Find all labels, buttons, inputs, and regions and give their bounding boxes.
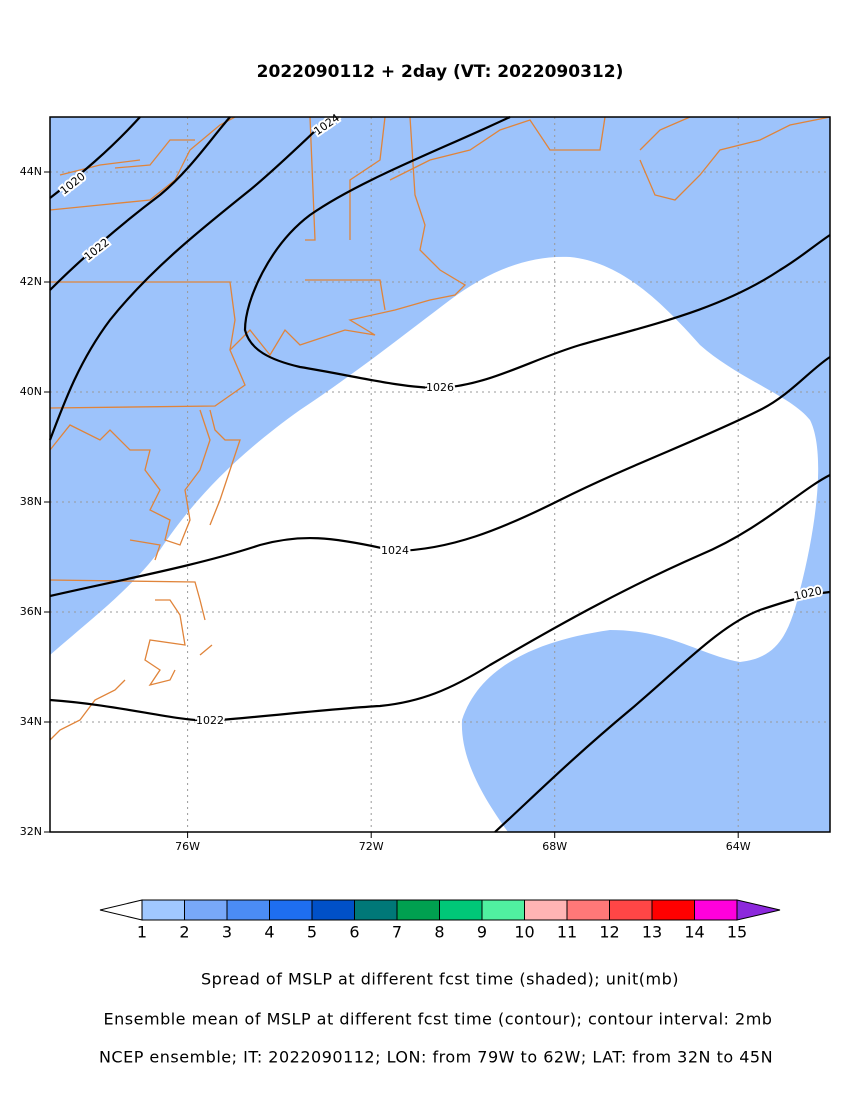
- contour: [243, 116, 831, 390]
- colorbar-label: 9: [477, 923, 487, 942]
- colorbar-box: [694, 899, 738, 921]
- y-tick-label: 32N: [20, 825, 42, 838]
- x-tick-label: 76W: [175, 840, 200, 853]
- caption: Ensemble mean of MSLP at different fcst …: [104, 1010, 773, 1029]
- contour: [49, 474, 831, 723]
- colorbar-label: 15: [727, 923, 747, 942]
- grid: [50, 117, 830, 832]
- x-tick-label: 68W: [542, 840, 567, 853]
- colorbar-box: [269, 899, 313, 921]
- y-tick-label: 36N: [20, 605, 42, 618]
- contour: [49, 116, 231, 291]
- colorbar-label: 7: [392, 923, 402, 942]
- y-tick-label: 44N: [20, 165, 42, 178]
- colorbar-box: [439, 899, 483, 921]
- y-tick-label: 34N: [20, 715, 42, 728]
- colorbar-box: [524, 899, 568, 921]
- colorbar-box: [354, 899, 398, 921]
- contour: [48, 116, 331, 441]
- frame: [49, 116, 831, 833]
- colorbar-label: 8: [434, 923, 444, 942]
- contour-label: 1024: [381, 544, 409, 557]
- contour-label: 1026: [426, 381, 454, 394]
- colorbar-box: [396, 899, 440, 921]
- contour: [49, 116, 141, 199]
- contour-label: 1022: [196, 714, 224, 727]
- map: 1020 1022 1024 1026 1024 1022 1020: [48, 109, 831, 833]
- colorbar-label: 13: [642, 923, 662, 942]
- contours: [48, 116, 831, 833]
- coastlines: [49, 116, 831, 741]
- colorbar: 1 2 3 4 5 6 7 8 9 10 11 12 13 14 15: [99, 899, 781, 942]
- y-tick-label: 40N: [20, 385, 42, 398]
- x-tick-label: 72W: [359, 840, 384, 853]
- y-tick-label: 38N: [20, 495, 42, 508]
- caption: Spread of MSLP at different fcst time (s…: [201, 970, 679, 989]
- colorbar-label: 3: [222, 923, 232, 942]
- colorbar-label: 2: [179, 923, 189, 942]
- colorbar-box: [609, 899, 653, 921]
- colorbar-label: 1: [137, 923, 147, 942]
- colorbar-label: 6: [349, 923, 359, 942]
- colorbar-box: [141, 899, 185, 921]
- shading-gap: [50, 256, 819, 832]
- colorbar-box: [651, 899, 695, 921]
- colorbar-label: 10: [514, 923, 534, 942]
- x-tick-label: 64W: [726, 840, 751, 853]
- colorbar-box: [311, 899, 355, 921]
- colorbar-label: 12: [599, 923, 619, 942]
- colorbar-box: [481, 899, 525, 921]
- contour: [494, 590, 831, 833]
- colorbar-label: 14: [684, 923, 704, 942]
- colorbar-under: [99, 899, 143, 921]
- colorbar-box: [184, 899, 228, 921]
- title: 2022090112 + 2day (VT: 2022090312): [257, 62, 624, 82]
- colorbar-label: 4: [264, 923, 274, 942]
- caption: NCEP ensemble; IT: 2022090112; LON: from…: [99, 1048, 773, 1067]
- axes: 76W 72W 68W 64W 32N 34N 36N 38N 40N 42N 44N: [20, 165, 751, 853]
- colorbar-over: [736, 899, 781, 921]
- colorbar-label: 5: [307, 923, 317, 942]
- y-tick-label: 42N: [20, 275, 42, 288]
- colorbar-label: 11: [557, 923, 577, 942]
- colorbar-box: [226, 899, 270, 921]
- contour: [49, 356, 831, 598]
- colorbar-box: [566, 899, 610, 921]
